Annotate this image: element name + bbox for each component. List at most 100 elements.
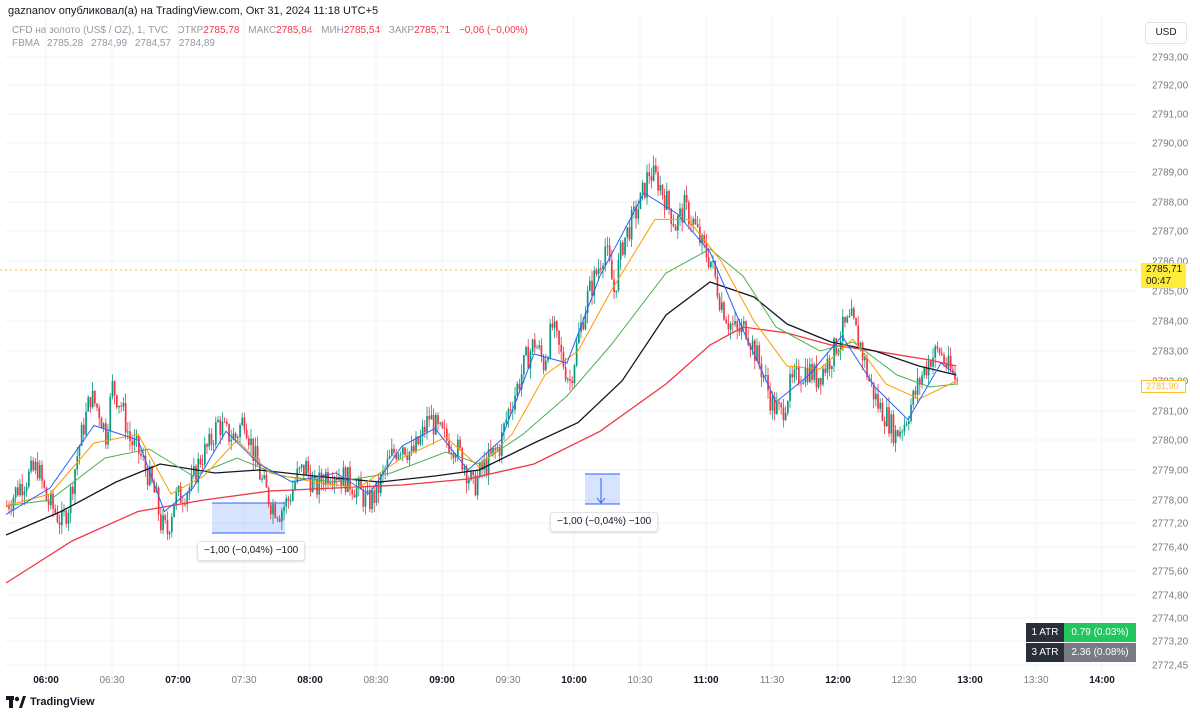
candle-body: [729, 323, 732, 330]
candle-body: [646, 172, 648, 198]
atr-table: 1 ATR 0.79 (0.03%) 3 ATR 2.36 (0.08%): [1026, 623, 1136, 663]
candle-body: [399, 454, 402, 456]
candle-body: [888, 407, 890, 434]
candle-body: [846, 316, 849, 323]
price-tick-label: 2790,00: [1152, 139, 1189, 150]
time-tick-label: 07:00: [165, 675, 191, 686]
candle-body: [954, 372, 956, 380]
candle-body: [221, 421, 224, 435]
candle-body: [23, 491, 26, 496]
candle-body: [160, 514, 162, 531]
trade-box-2: [585, 474, 620, 504]
candle-body: [485, 459, 488, 475]
candle-body: [105, 423, 107, 445]
candle-body: [663, 195, 666, 210]
candle-body: [859, 342, 862, 347]
high-label: МАКС: [248, 25, 277, 36]
candle-body: [426, 416, 428, 433]
candle-body: [285, 498, 288, 507]
candle-body: [94, 390, 96, 404]
candle-body: [820, 378, 822, 385]
candle-body: [230, 439, 233, 442]
atr-value-1: 0.79 (0.03%): [1064, 623, 1136, 642]
candle-body: [43, 480, 46, 488]
symbol-legend: CFD на золото (US$ / OZ), 1, TVC ОТКР278…: [12, 25, 528, 36]
candle-body: [868, 377, 871, 382]
candle-body: [116, 395, 118, 408]
candle-body: [701, 234, 703, 244]
candle-body: [309, 473, 312, 493]
candle-body: [551, 323, 554, 328]
candle-body: [32, 460, 35, 471]
candle-body: [281, 510, 283, 522]
candle-body: [435, 415, 437, 435]
atr-row-3: 3 ATR 2.36 (0.08%): [1026, 643, 1136, 662]
candle-body: [850, 308, 853, 316]
tradingview-logo[interactable]: TradingView: [6, 696, 95, 708]
candle-body: [494, 448, 497, 450]
currency-button[interactable]: USD: [1145, 22, 1187, 44]
candle-body: [342, 467, 345, 486]
candle-body: [443, 427, 446, 429]
candle-body: [419, 436, 422, 445]
candle-body: [831, 366, 833, 369]
candle-body: [509, 409, 512, 411]
candle-body: [872, 382, 875, 400]
candle-body: [721, 302, 723, 310]
candle-body: [177, 486, 180, 492]
candle-body: [853, 308, 855, 318]
candle-body: [743, 321, 745, 325]
tradingview-icon: [6, 696, 26, 708]
candle-body: [611, 260, 613, 280]
candle-body: [597, 268, 600, 275]
candle-body: [215, 422, 217, 445]
candle-body: [505, 419, 508, 424]
candle-body: [813, 364, 816, 380]
time-tick-label: 12:00: [825, 675, 851, 686]
candle-body: [655, 165, 657, 173]
candle-body: [199, 458, 202, 465]
candle-body: [327, 472, 329, 485]
candle-body: [659, 184, 662, 191]
candle-body: [89, 397, 92, 408]
candle-body: [83, 424, 85, 435]
time-tick-label: 12:30: [891, 675, 916, 686]
candle-body: [459, 439, 461, 448]
candle-body: [575, 343, 578, 366]
candle-body: [212, 444, 215, 446]
candle-body: [41, 464, 43, 481]
candle-body: [237, 437, 239, 439]
candle-body: [85, 411, 87, 435]
candle-body: [296, 468, 299, 483]
candle-body: [529, 351, 532, 369]
candle-body: [289, 500, 292, 502]
candle-body: [100, 418, 103, 429]
trade-label-2[interactable]: −1,00 (−0,04%) −100: [550, 512, 659, 532]
candle-body: [162, 515, 164, 531]
candle-body: [582, 322, 585, 330]
candle-body: [804, 367, 807, 383]
indicator-name[interactable]: FBMA: [12, 38, 40, 49]
candle-body: [127, 431, 129, 433]
candle-body: [164, 515, 167, 521]
candle-body: [276, 517, 279, 519]
candle-body: [241, 417, 244, 426]
time-tick-label: 06:00: [33, 675, 59, 686]
price-tick-label: 2793,00: [1152, 53, 1189, 64]
candle-body: [762, 375, 765, 378]
candle-body: [133, 438, 136, 446]
candle-body: [771, 396, 774, 411]
time-tick-label: 13:00: [957, 675, 983, 686]
candle-body: [538, 345, 541, 348]
change-value: −0,06 (−0,00%): [458, 25, 528, 36]
indicator-value-2: 2784,99: [90, 38, 128, 49]
candle-body: [287, 498, 290, 501]
candle-body: [432, 415, 435, 435]
trade-label-1[interactable]: −1,00 (−0,04%) −100: [197, 541, 306, 561]
symbol-name[interactable]: CFD на золото (US$ / OZ), 1, TVC: [12, 25, 169, 36]
candle-body: [373, 490, 376, 503]
candle-body: [608, 245, 611, 261]
candle-body: [58, 522, 61, 526]
candle-body: [925, 367, 928, 376]
